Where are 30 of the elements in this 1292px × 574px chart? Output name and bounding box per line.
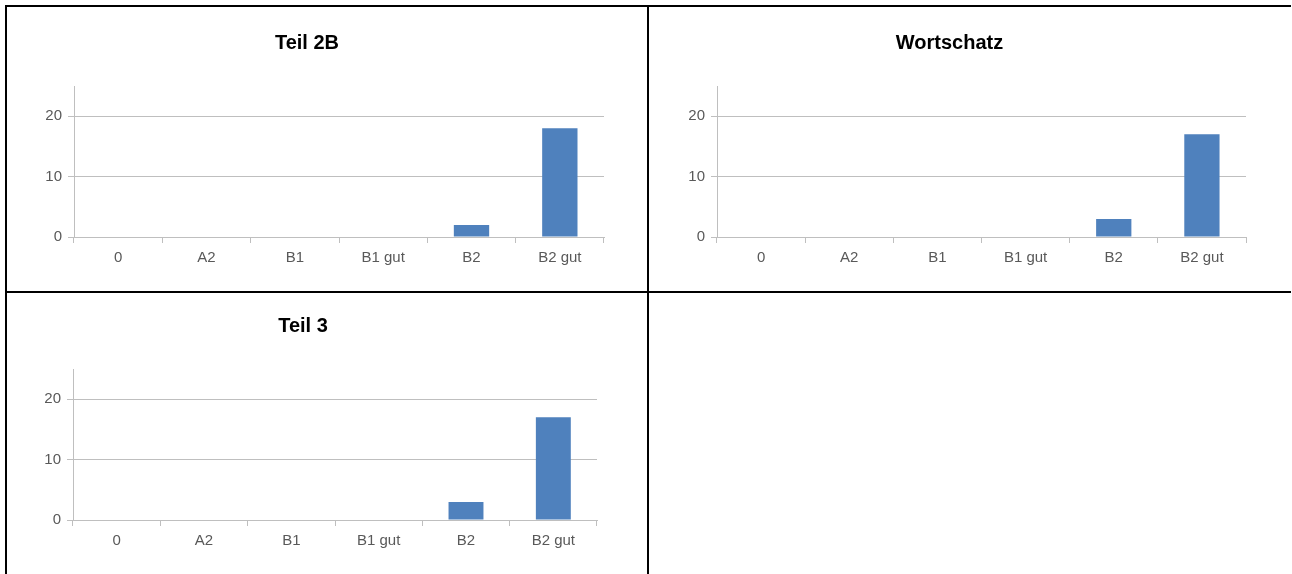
x-tick-label: B1 gut — [361, 248, 406, 266]
chart-title: Teil 2B — [274, 30, 340, 53]
x-tick-label: B2 — [462, 248, 481, 266]
chart-title: Wortschatz — [895, 30, 1004, 53]
y-tick-label: 20 — [45, 106, 62, 124]
x-tick-label: B1 gut — [356, 531, 402, 549]
y-tick-label: 20 — [44, 389, 61, 407]
x-tick-label: 0 — [113, 248, 123, 266]
x-tick-label: B1 — [928, 248, 947, 266]
y-tick-label: 20 — [688, 106, 705, 124]
x-tick-label: 0 — [112, 531, 121, 549]
x-tick-label: A2 — [840, 248, 859, 266]
x-tick-label: B2 gut — [1180, 248, 1225, 266]
y-tick-label: 10 — [45, 166, 62, 184]
x-tick-label: B2 — [456, 531, 476, 549]
chart-title: Teil 3 — [278, 313, 328, 336]
x-tick-label: A2 — [197, 248, 216, 266]
x-tick-label: B2 gut — [531, 531, 576, 549]
y-tick-label: 0 — [696, 227, 705, 245]
x-tick-label: B1 — [282, 531, 301, 549]
x-tick-label: B2 — [1104, 248, 1123, 266]
x-tick-label: B1 — [285, 248, 305, 266]
y-tick-label: 10 — [44, 449, 61, 467]
x-tick-label: 0 — [756, 248, 766, 266]
x-tick-label: B1 gut — [1003, 248, 1049, 266]
y-tick-label: 0 — [53, 227, 62, 245]
x-tick-label: A2 — [194, 531, 214, 549]
y-tick-label: 10 — [688, 166, 705, 184]
x-tick-label: B2 gut — [538, 248, 583, 266]
y-tick-label: 0 — [52, 510, 61, 528]
